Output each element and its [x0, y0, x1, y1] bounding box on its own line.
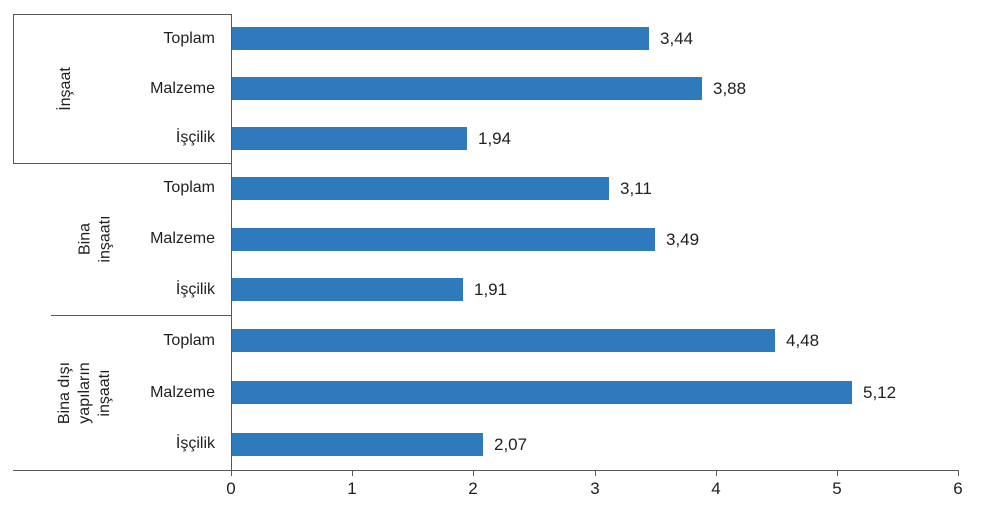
x-axis-tick	[352, 470, 353, 476]
category-label: Malzeme	[150, 80, 215, 97]
bar-value-label: 3,49	[666, 230, 700, 249]
x-axis-tick-label: 1	[347, 479, 357, 498]
bar	[232, 278, 463, 301]
category-label: Toplam	[163, 332, 215, 349]
category-label: Toplam	[163, 179, 215, 196]
bar-value-label: 3,88	[713, 79, 747, 98]
x-axis-tick-label: 2	[468, 479, 478, 498]
bar	[232, 433, 483, 456]
x-axis-tick-label: 3	[590, 479, 600, 498]
bar-value-label: 3,44	[660, 29, 694, 48]
bar	[232, 177, 609, 200]
category-box-left-border	[13, 14, 14, 163]
bar-value-label: 1,91	[474, 280, 508, 299]
category-label: İşçilik	[175, 435, 215, 452]
bar-value-label: 5,12	[863, 383, 897, 402]
x-axis-tick	[231, 470, 232, 476]
group-separator-line	[13, 163, 231, 164]
bar-value-label: 3,11	[620, 179, 652, 198]
x-axis-tick-label: 0	[226, 479, 236, 498]
bar	[232, 27, 649, 50]
category-label: Toplam	[163, 30, 215, 47]
bar	[232, 329, 775, 352]
x-axis-tick	[473, 470, 474, 476]
group-separator-line	[51, 315, 231, 316]
x-axis-tick-label: 5	[832, 479, 842, 498]
x-axis-tick	[595, 470, 596, 476]
y-axis-line	[231, 14, 232, 471]
category-label: İşçilik	[175, 129, 215, 146]
category-box-top-border	[13, 14, 231, 15]
bar	[232, 127, 467, 150]
category-label: Malzeme	[150, 384, 215, 401]
x-axis-tick	[958, 470, 959, 476]
bar	[232, 381, 852, 404]
bar-value-label: 2,07	[494, 435, 528, 454]
bar-value-label: 4,48	[786, 331, 820, 350]
bar-value-label: 1,94	[478, 129, 512, 148]
x-axis-line	[13, 470, 959, 471]
bar	[232, 228, 655, 251]
category-label: İşçilik	[175, 281, 215, 298]
x-axis-tick	[716, 470, 717, 476]
bar	[232, 77, 702, 100]
x-axis-tick	[837, 470, 838, 476]
x-axis-tick-label: 6	[953, 479, 963, 498]
x-axis-tick-label: 4	[711, 479, 721, 498]
category-label: Malzeme	[150, 230, 215, 247]
